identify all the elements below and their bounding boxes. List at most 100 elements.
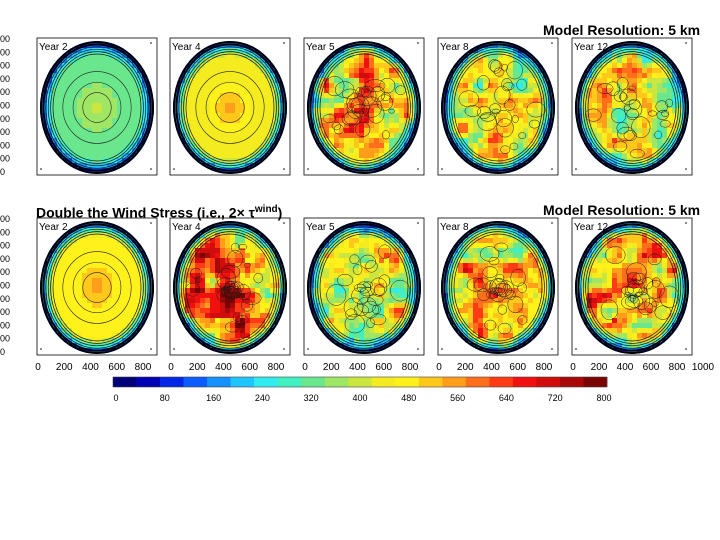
contour-ring: [322, 114, 337, 123]
field-cell: [82, 93, 88, 99]
contour-ring: [190, 267, 202, 279]
field-cell: [72, 63, 78, 69]
field-cell: [72, 58, 78, 64]
field-cell: [324, 88, 330, 94]
field-cell: [647, 158, 653, 164]
field-cell: [67, 98, 73, 104]
field-cell: [117, 93, 123, 99]
field-cell: [329, 53, 335, 59]
field-cell: [582, 273, 588, 279]
field-cell: [632, 258, 638, 264]
field-cell: [137, 108, 143, 114]
field-cell: [647, 93, 653, 99]
field-cell: [97, 98, 103, 104]
corner-tick: [150, 168, 152, 170]
field-cell: [329, 103, 335, 109]
field-cell: [215, 73, 221, 79]
map-panel: Year 5: [303, 217, 425, 356]
y-tick-label: 00: [0, 47, 10, 57]
field-cell: [478, 328, 484, 334]
contour-ring: [480, 112, 496, 122]
field-cell: [369, 303, 375, 309]
field-cell: [394, 53, 400, 59]
field-cell: [622, 63, 628, 69]
field-cell: [389, 123, 395, 129]
field-cell: [523, 238, 529, 244]
field-cell: [240, 328, 246, 334]
field-cell: [270, 283, 276, 289]
field-cell: [523, 298, 529, 304]
field-cell: [329, 128, 335, 134]
field-cell: [329, 288, 335, 294]
field-cell: [627, 248, 633, 254]
field-cell: [607, 108, 613, 114]
field-cell: [245, 63, 251, 69]
field-cell: [200, 133, 206, 139]
field-cell: [235, 138, 241, 144]
field-cell: [87, 293, 93, 299]
field-cell: [508, 93, 514, 99]
field-cell: [538, 73, 544, 79]
field-cell: [250, 133, 256, 139]
field-cell: [508, 233, 514, 239]
field-cell: [468, 278, 474, 284]
field-cell: [642, 58, 648, 64]
field-cell: [508, 78, 514, 84]
field-cell: [518, 303, 524, 309]
field-cell: [602, 103, 608, 109]
field-cell: [334, 318, 340, 324]
field-cell: [235, 108, 241, 114]
field-cell: [617, 78, 623, 84]
field-cell: [602, 93, 608, 99]
field-cell: [637, 48, 643, 54]
field-cell: [498, 223, 504, 229]
field-cell: [200, 273, 206, 279]
field-cell: [478, 63, 484, 69]
field-cell: [210, 308, 216, 314]
field-cell: [359, 78, 365, 84]
field-cell: [498, 263, 504, 269]
field-cell: [478, 153, 484, 159]
field-cell: [82, 308, 88, 314]
field-cell: [230, 113, 236, 119]
field-cell: [389, 68, 395, 74]
field-cell: [528, 98, 534, 104]
field-cell: [622, 83, 628, 89]
field-cell: [72, 238, 78, 244]
field: [575, 221, 689, 354]
field-cell: [329, 258, 335, 264]
field-cell: [314, 303, 320, 309]
field-cell: [220, 233, 226, 239]
corner-tick: [307, 168, 309, 170]
contour-ring: [448, 48, 548, 167]
field-cell: [344, 118, 350, 124]
field-cell: [195, 333, 201, 339]
field-cell: [622, 93, 628, 99]
field-cell: [503, 308, 509, 314]
field-cell: [632, 113, 638, 119]
field-cell: [245, 288, 251, 294]
field-cell: [275, 103, 281, 109]
field-cell: [112, 243, 118, 249]
field-cell: [483, 103, 489, 109]
field-cell: [132, 308, 138, 314]
field-cell: [587, 123, 593, 129]
field-cell: [47, 288, 53, 294]
field-cell: [379, 248, 385, 254]
field-cell: [389, 118, 395, 124]
field-cell: [498, 153, 504, 159]
field-cell: [344, 268, 350, 274]
field-cell: [617, 58, 623, 64]
field-cell: [622, 118, 628, 124]
field-cell: [503, 138, 509, 144]
field-cell: [225, 48, 231, 54]
field-cell: [493, 258, 499, 264]
field-cell: [508, 258, 514, 264]
field-cell: [652, 263, 658, 269]
field-cell: [270, 73, 276, 79]
field-cell: [667, 268, 673, 274]
field-cell: [107, 328, 113, 334]
field-cell: [637, 258, 643, 264]
field-cell: [503, 113, 509, 119]
contour-ring: [346, 92, 366, 113]
